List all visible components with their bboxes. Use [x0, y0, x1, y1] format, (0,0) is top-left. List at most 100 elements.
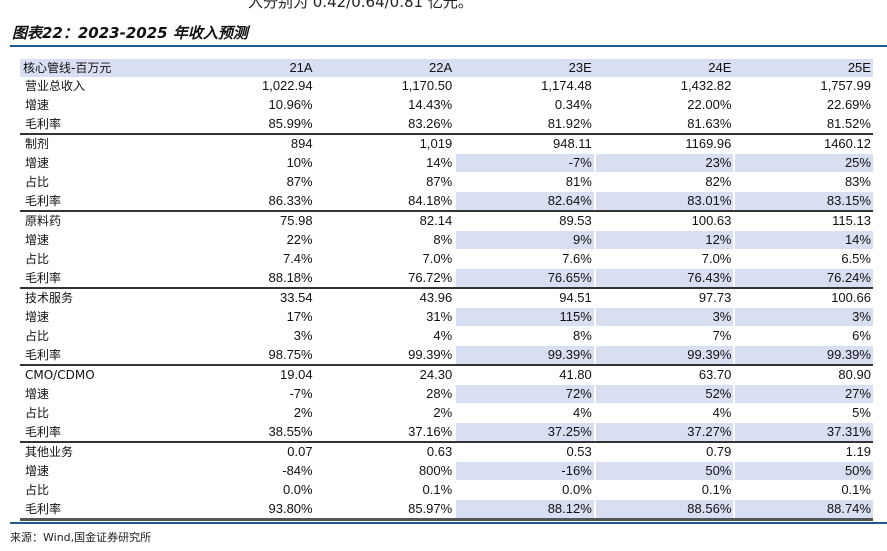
table-cell: 99.39%	[314, 346, 455, 364]
table-cell: 1460.12	[733, 135, 873, 153]
table-cell: 99.39%	[593, 346, 734, 364]
table-cell: 10%	[175, 154, 315, 172]
table-cell: 0.1%	[593, 481, 734, 499]
table-cell: 37.25%	[454, 423, 594, 441]
table-cell: 81%	[454, 173, 594, 191]
table-cell: 89.53	[454, 212, 594, 230]
table-cell: 3%	[593, 308, 734, 326]
table-cell: 97.73	[593, 289, 734, 307]
intro-text-fragment: 入分别为 0.42/0.64/0.81 亿元。	[248, 0, 473, 11]
table-cell: 7%	[593, 327, 734, 345]
table-row: 占比 3% 4% 8% 7% 6%	[20, 326, 873, 345]
table-cell: 76.43%	[593, 269, 734, 287]
table-cell: 88.12%	[454, 500, 594, 518]
table-cell: 63.70	[593, 366, 734, 384]
revenue-forecast-table: 核心管线-百万元 21A 22A 23E 24E 25E 营业总收入 1,022.…	[20, 59, 873, 521]
row-label: 营业总收入	[20, 77, 175, 95]
table-cell: 87%	[175, 173, 315, 191]
table-cell: 88.74%	[733, 500, 873, 518]
table-cell: 99.39%	[733, 346, 873, 364]
table-cell: 85.99%	[175, 115, 315, 133]
table-cell: 19.04	[175, 366, 315, 384]
table-cell: 14%	[314, 154, 455, 172]
table-cell: 38.55%	[175, 423, 315, 441]
table-cell: 2%	[175, 404, 315, 422]
table-cell: 99.39%	[454, 346, 594, 364]
table-cell: -84%	[175, 462, 315, 480]
table-cell: 0.0%	[454, 481, 594, 499]
header-22a: 22A	[429, 60, 453, 75]
table-cell: 8%	[314, 231, 455, 249]
row-label: 增速	[20, 385, 175, 403]
table-cell: 81.92%	[454, 115, 594, 133]
table-cell: 0.63	[314, 443, 455, 461]
row-label: 毛利率	[20, 423, 175, 441]
table-cell: 14.43%	[314, 96, 455, 114]
table-row: 毛利率 88.18% 76.72% 76.65% 76.43% 76.24%	[20, 268, 873, 289]
table-cell: 894	[175, 135, 315, 153]
table-cell: 4%	[314, 327, 455, 345]
header-label: 核心管线-百万元	[23, 61, 112, 75]
table-cell: 17%	[175, 308, 315, 326]
table-cell: 1,432.82	[593, 77, 734, 95]
row-label: 占比	[20, 327, 175, 345]
table-row: 增速 22% 8% 9% 12% 14%	[20, 230, 873, 249]
table-cell: -7%	[175, 385, 315, 403]
table-cell: 72%	[454, 385, 594, 403]
table-row: 占比 0.0% 0.1% 0.0% 0.1% 0.1%	[20, 480, 873, 499]
table-cell: 4%	[454, 404, 594, 422]
table-cell: 5%	[733, 404, 873, 422]
table-row: 增速 -7% 28% 72% 52% 27%	[20, 384, 873, 403]
table-row: 毛利率 85.99% 83.26% 81.92% 81.63% 81.52%	[20, 114, 873, 135]
table-cell: 1.19	[733, 443, 873, 461]
table-cell: 86.33%	[175, 192, 315, 210]
table-cell: 22%	[175, 231, 315, 249]
table-cell: 0.34%	[454, 96, 594, 114]
table-cell: 1,174.48	[454, 77, 594, 95]
row-label: 占比	[20, 404, 175, 422]
table-row: 制剂 894 1,019 948.11 1169.96 1460.12	[20, 135, 873, 153]
table-cell: 31%	[314, 308, 455, 326]
table-cell: 33.54	[175, 289, 315, 307]
table-row: 增速 -84% 800% -16% 50% 50%	[20, 461, 873, 480]
header-25e: 25E	[847, 60, 871, 75]
table-cell: 93.80%	[175, 500, 315, 518]
row-label: 毛利率	[20, 115, 175, 133]
table-row: 增速 10% 14% -7% 23% 25%	[20, 153, 873, 172]
table-cell: 8%	[454, 327, 594, 345]
table-cell: 37.16%	[314, 423, 455, 441]
table-cell: 43.96	[314, 289, 455, 307]
header-21a: 21A	[289, 60, 313, 75]
table-cell: 24.30	[314, 366, 455, 384]
row-label: 毛利率	[20, 500, 175, 518]
table-cell: 100.63	[593, 212, 734, 230]
table-cell: 98.75%	[175, 346, 315, 364]
table-cell: 83.01%	[593, 192, 734, 210]
table-cell: 0.0%	[175, 481, 315, 499]
figure-title: 图表22：2023-2025 年收入预测	[12, 24, 248, 42]
table-cell: 6%	[733, 327, 873, 345]
table-cell: 7.6%	[454, 250, 594, 268]
table-cell: 14%	[733, 231, 873, 249]
table-cell: 115.13	[733, 212, 873, 230]
table-cell: 50%	[733, 462, 873, 480]
row-label: 制剂	[20, 135, 175, 153]
table-cell: 9%	[454, 231, 594, 249]
table-cell: 85.97%	[314, 500, 455, 518]
table-cell: 0.53	[454, 443, 594, 461]
table-cell: 94.51	[454, 289, 594, 307]
table-cell: 0.79	[593, 443, 734, 461]
table-cell: 10.96%	[175, 96, 315, 114]
table-row: 原料药 75.98 82.14 89.53 100.63 115.13	[20, 212, 873, 230]
table-row: 占比 7.4% 7.0% 7.6% 7.0% 6.5%	[20, 249, 873, 268]
table-cell: 82.14	[314, 212, 455, 230]
table-cell: 3%	[733, 308, 873, 326]
table-header-row: 核心管线-百万元 21A 22A 23E 24E 25E	[20, 59, 873, 77]
header-23e: 23E	[568, 60, 592, 75]
row-label: 技术服务	[20, 289, 175, 307]
table-cell: 1,022.94	[175, 77, 315, 95]
table-row: 其他业务 0.07 0.63 0.53 0.79 1.19	[20, 443, 873, 461]
table-cell: 0.1%	[733, 481, 873, 499]
table-row: 占比 87% 87% 81% 82% 83%	[20, 172, 873, 191]
table-cell: 37.27%	[593, 423, 734, 441]
